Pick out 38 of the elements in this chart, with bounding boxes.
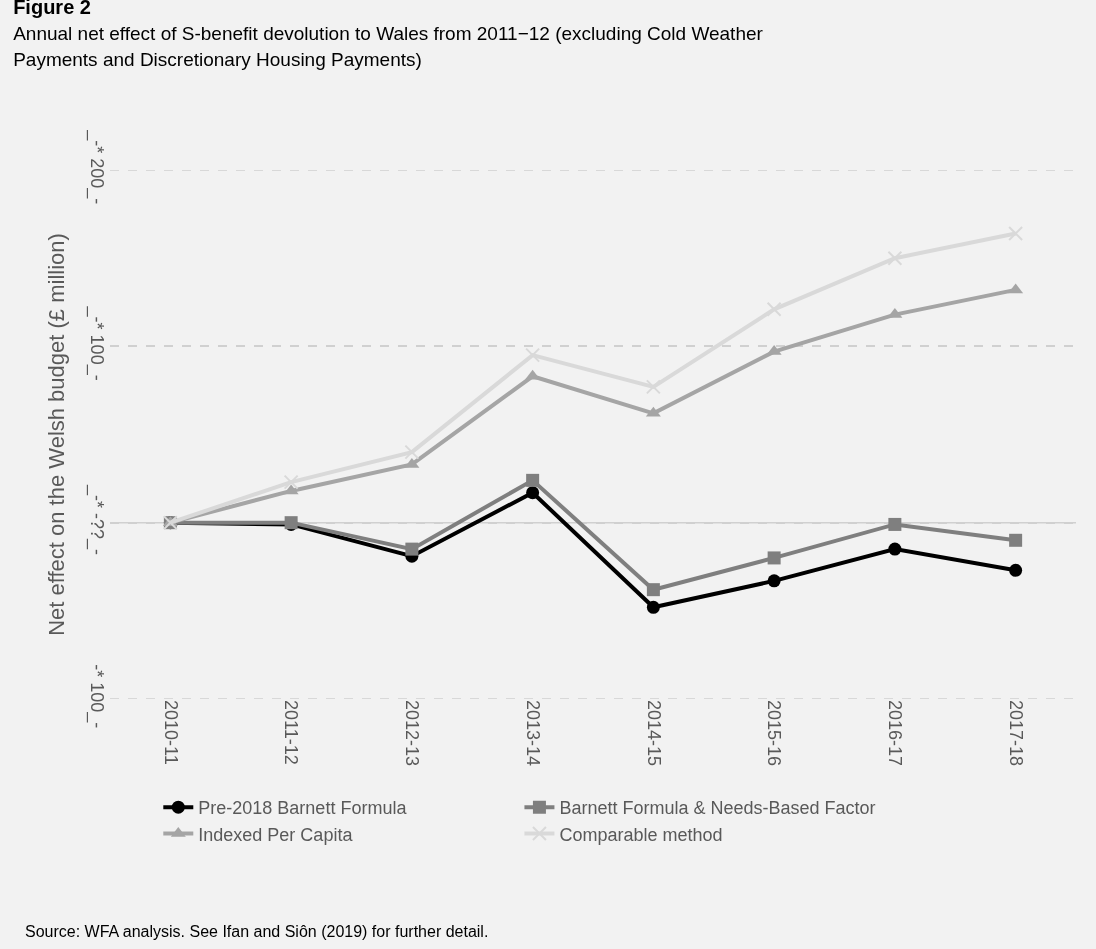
source-note: Source: WFA analysis. See Ifan and Siôn (2019) for further detail. [25, 923, 489, 940]
y-tick-label: _-* 200_- [86, 129, 107, 205]
point [526, 473, 540, 487]
x-tick-label: 2011-12 [281, 700, 302, 765]
x-tick-label: 2010-11 [160, 700, 181, 765]
point [526, 486, 540, 500]
point [525, 347, 541, 363]
legend-label: Barnett Formula & Needs-Based Factor [559, 798, 876, 819]
x-tick-label: 2013-14 [522, 700, 543, 767]
legend-label: Indexed Per Capita [198, 824, 354, 845]
y-tick-label: _-* 100_- [86, 305, 107, 381]
legend-label: Comparable method [559, 824, 723, 845]
x-tick-label: 2016-17 [885, 700, 906, 767]
point [645, 379, 661, 395]
point [405, 542, 419, 556]
y-tick-label: -* 100_- [86, 664, 107, 729]
point [888, 517, 902, 531]
point [1009, 563, 1023, 577]
point [1009, 533, 1023, 547]
y-axis-title: Net effect on the Welsh budget (£ million) [43, 233, 69, 636]
point [887, 250, 903, 266]
point [766, 301, 782, 317]
chart-title: Figure 2 [13, 0, 91, 19]
x-tick-label: 2015-16 [764, 700, 785, 767]
legend-label: Pre-2018 Barnett Formula [198, 798, 408, 819]
point [646, 600, 660, 614]
x-tick-label: 2012-13 [402, 700, 423, 767]
point [646, 583, 660, 597]
chart-subtitle: Annual net effect of S-benefit devolution to Wales from 2011−12 (excluding Cold Weather Payments and Discretionary Housing Payments) [13, 23, 764, 71]
point [888, 542, 902, 556]
x-tick-label: 2017-18 [1005, 700, 1026, 767]
x-tick-label: 2014-15 [643, 700, 664, 767]
point [767, 574, 781, 588]
point [1008, 225, 1024, 241]
point [404, 444, 420, 460]
point [767, 551, 781, 565]
point [283, 474, 299, 490]
y-tick-label: _-* -??_- [86, 483, 107, 555]
